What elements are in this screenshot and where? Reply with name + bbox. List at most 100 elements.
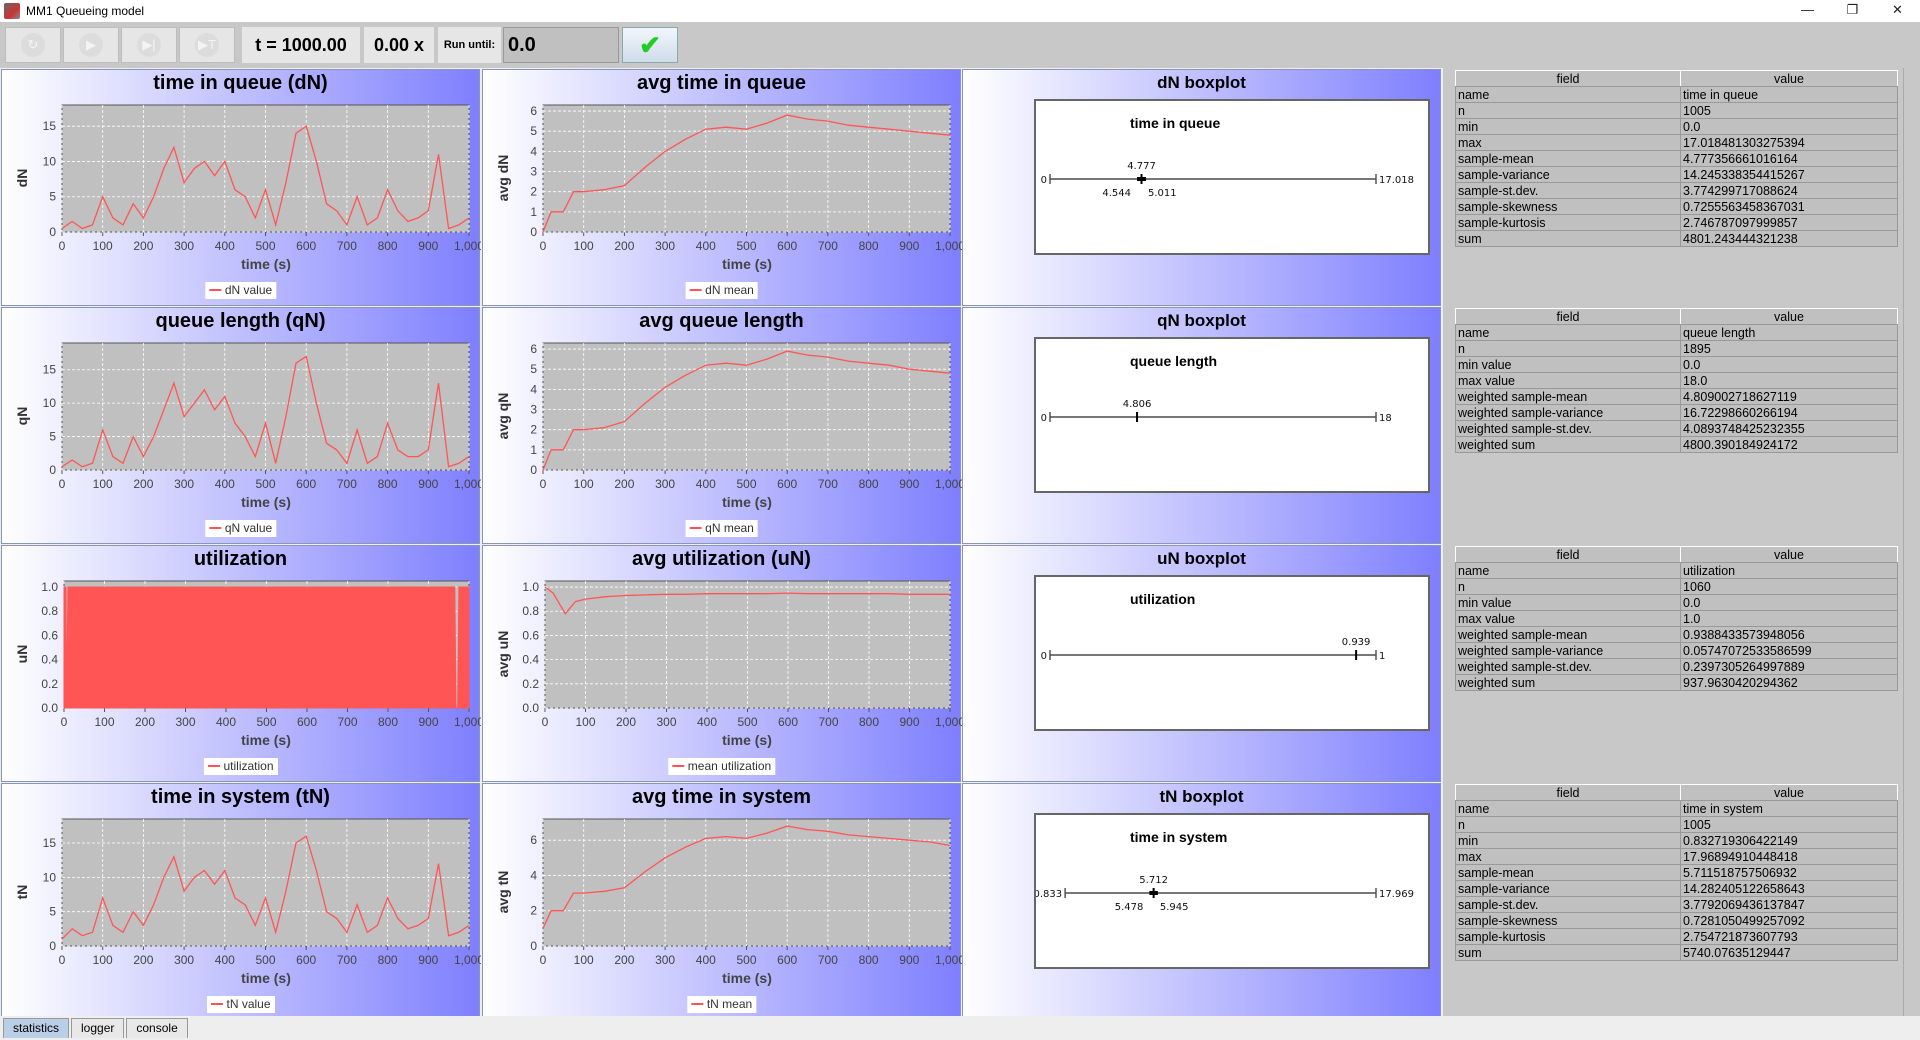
x-tick-label: 0: [61, 715, 68, 729]
chart-panel: avg utilization (uN) avg uN time (s) mean u…: [482, 545, 962, 782]
table-row[interactable]: name time in queue: [1455, 86, 1898, 103]
close-button[interactable]: ✕: [1892, 2, 1903, 17]
table-row[interactable]: name utilization: [1455, 562, 1898, 579]
table-row[interactable]: min value 0.0: [1455, 356, 1898, 373]
table-row[interactable]: n 1060: [1455, 578, 1898, 595]
column-header[interactable]: value: [1680, 308, 1898, 325]
table-row[interactable]: min 0.832719306422149: [1455, 832, 1898, 849]
table-row[interactable]: sum 4801.243444321238: [1455, 230, 1898, 247]
tab-console[interactable]: console: [126, 1018, 188, 1038]
x-tick-label: 400: [696, 477, 716, 491]
x-axis-label: time (s): [722, 970, 772, 986]
table-row[interactable]: sample-variance 14.282405122658643: [1455, 880, 1898, 897]
table-row[interactable]: weighted sample-variance 0.05747072533586…: [1455, 642, 1898, 659]
table-row[interactable]: max 17.96894910448418: [1455, 848, 1898, 865]
scrollbar[interactable]: [1903, 68, 1916, 306]
y-tick-label: 15: [43, 836, 57, 850]
column-header[interactable]: value: [1680, 546, 1898, 563]
tab-statistics[interactable]: statistics: [3, 1018, 70, 1038]
chart-title: time in queue (dN): [153, 72, 328, 94]
boxplot-name: queue length: [1130, 353, 1218, 369]
column-header[interactable]: field: [1455, 308, 1681, 325]
chart-svg: 0 100 200 300 400 500 600 700 800 900 1,000 0 1 2 3 4 5 6: [530, 104, 962, 253]
play-button[interactable]: ▶: [63, 27, 119, 63]
table-row[interactable]: weighted sample-st.dev. 0.239730526499788…: [1455, 658, 1898, 675]
reset-button[interactable]: ↻: [5, 27, 61, 63]
table-row[interactable]: min 0.0: [1455, 118, 1898, 135]
x-tick-label: 400: [696, 239, 716, 253]
stats-table-panel: field value name utilization n 1060 min value 0…: [1443, 544, 1920, 782]
restore-button[interactable]: ❐: [1846, 2, 1859, 17]
run-to-end-button[interactable]: ▶T: [179, 27, 235, 63]
scrollbar[interactable]: [1903, 306, 1916, 544]
confirm-button[interactable]: ✔: [622, 27, 678, 63]
tab-logger[interactable]: logger: [71, 1018, 125, 1038]
table-row[interactable]: weighted sample-mean 4.809002718627119: [1455, 388, 1898, 405]
table-row[interactable]: sample-kurtosis 2.746787097999857: [1455, 214, 1898, 231]
value-cell: 0.7281050499257092: [1680, 912, 1898, 929]
chart-title: time in system (tN): [151, 786, 330, 808]
chart-title: avg utilization (uN): [632, 548, 811, 570]
table-row[interactable]: n 1005: [1455, 816, 1898, 833]
column-header[interactable]: value: [1680, 70, 1898, 87]
column-header[interactable]: field: [1455, 70, 1681, 87]
table-row[interactable]: weighted sample-variance 16.7229866026619…: [1455, 404, 1898, 421]
table-row[interactable]: max 17.018481303275394: [1455, 134, 1898, 151]
value-cell: 18.0: [1680, 372, 1898, 389]
table-row[interactable]: max value 1.0: [1455, 610, 1898, 627]
table-row[interactable]: weighted sample-st.dev. 4.089374842523235…: [1455, 420, 1898, 437]
x-tick-label: 0: [540, 477, 547, 491]
min-label: 0: [1041, 413, 1047, 424]
table-row[interactable]: name time in system: [1455, 800, 1898, 817]
table-row[interactable]: max value 18.0: [1455, 372, 1898, 389]
x-tick-label: 200: [133, 239, 153, 253]
scrollbar[interactable]: [1903, 544, 1916, 782]
table-row[interactable]: sample-st.dev. 3.7792069436137847: [1455, 896, 1898, 913]
table-row[interactable]: sample-skewness 0.7255563458367031: [1455, 198, 1898, 215]
table-row[interactable]: sum 5740.07635129447: [1455, 944, 1898, 961]
minimize-button[interactable]: —: [1801, 2, 1814, 17]
table-row[interactable]: n 1895: [1455, 340, 1898, 357]
step-button[interactable]: ▶|: [121, 27, 177, 63]
window-title: MM1 Queueing model: [26, 4, 145, 18]
y-tick-label: 0.4: [41, 653, 58, 667]
x-tick-label: 600: [777, 953, 797, 967]
table-row[interactable]: sample-kurtosis 2.754721873607793: [1455, 928, 1898, 945]
x-tick-label: 1,000: [454, 477, 481, 491]
table-row[interactable]: n 1005: [1455, 102, 1898, 119]
stats-table-panel: field value name time in system n 1005 min 0.83…: [1443, 782, 1920, 1020]
column-header[interactable]: field: [1455, 546, 1681, 563]
legend-label: tN mean: [706, 997, 753, 1011]
column-header[interactable]: field: [1455, 784, 1681, 801]
table-row[interactable]: sample-skewness 0.7281050499257092: [1455, 912, 1898, 929]
table-row[interactable]: sample-variance 14.245338354415267: [1455, 166, 1898, 183]
boxplot-area: time in system 0.833 17.969 5.712 5.478 5.945: [1034, 813, 1430, 969]
x-tick-label: 400: [215, 953, 235, 967]
run-until-input[interactable]: 0.0: [503, 27, 619, 63]
field-cell: n: [1455, 816, 1681, 833]
table-row[interactable]: sample-mean 5.711518757506932: [1455, 864, 1898, 881]
x-tick-label: 0: [59, 239, 66, 253]
table-row[interactable]: name queue length: [1455, 324, 1898, 341]
x-tick-label: 900: [899, 477, 919, 491]
table-row[interactable]: weighted sample-mean 0.9388433573948056: [1455, 626, 1898, 643]
field-cell: sample-skewness: [1455, 198, 1681, 215]
table-header-row: field value: [1455, 70, 1898, 87]
column-header[interactable]: value: [1680, 784, 1898, 801]
field-cell: sample-mean: [1455, 150, 1681, 167]
table-row[interactable]: weighted sum 937.9630420294362: [1455, 674, 1898, 691]
table-row[interactable]: min value 0.0: [1455, 594, 1898, 611]
y-tick-label: 2: [530, 185, 537, 199]
scrollbar[interactable]: [1903, 782, 1916, 1020]
y-tick-label: 3: [530, 165, 537, 179]
boxplot-title: uN boxplot: [1157, 549, 1246, 568]
field-cell: name: [1455, 86, 1681, 103]
chart-svg: 0 100 200 300 400 500 600 700 800 900 1,000 0.0 0.2 0…: [522, 580, 962, 729]
title-bar: MM1 Queueing model — ❐ ✕: [0, 0, 1920, 22]
table-row[interactable]: weighted sum 4800.390184924172: [1455, 436, 1898, 453]
table-row[interactable]: sample-st.dev. 3.774299717088624: [1455, 182, 1898, 199]
table-row[interactable]: sample-mean 4.777356661016164: [1455, 150, 1898, 167]
x-tick-label: 100: [94, 715, 114, 729]
value-cell: 3.7792069436137847: [1680, 896, 1898, 913]
x-tick-label: 800: [378, 715, 398, 729]
